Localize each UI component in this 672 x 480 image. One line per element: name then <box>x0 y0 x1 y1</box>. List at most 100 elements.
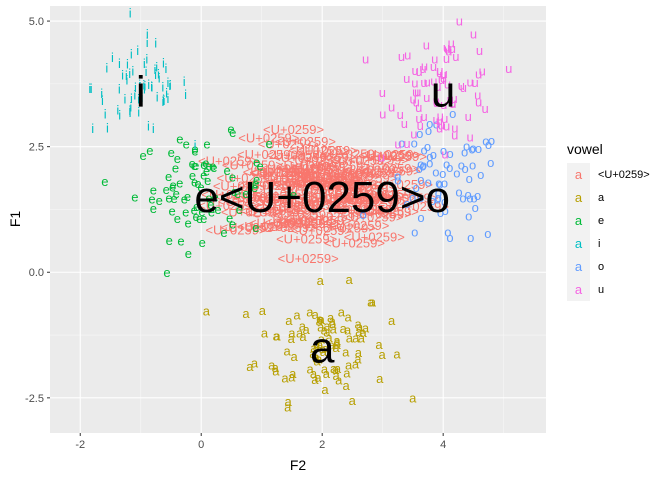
legend: vowel a <U+0259>a aa ea ia oa u <box>567 141 650 301</box>
data-point: <U+0259> <box>377 191 438 206</box>
data-point: a <box>272 364 280 379</box>
data-point: o <box>394 173 401 188</box>
data-point: <U+0259> <box>344 230 405 245</box>
data-point: i <box>125 68 128 83</box>
data-point: i <box>101 93 104 108</box>
data-point: i <box>134 80 137 95</box>
data-point: i <box>139 80 142 95</box>
data-point: o <box>477 167 484 182</box>
data-point: i <box>165 86 168 101</box>
data-point: i <box>140 84 143 99</box>
data-point: o <box>398 135 405 150</box>
data-point: u <box>419 61 426 76</box>
data-point: <U+0259> <box>265 175 326 190</box>
data-point: <U+0259> <box>335 191 396 206</box>
data-point: <U+0259> <box>276 213 337 228</box>
data-point: i <box>138 77 141 92</box>
data-point: o <box>424 139 431 154</box>
data-point: i <box>129 99 132 114</box>
data-point: i <box>130 91 133 106</box>
data-point: <U+0259> <box>283 169 344 184</box>
data-point: a <box>355 324 363 339</box>
data-point: u <box>417 118 424 133</box>
data-point: <U+0259> <box>315 220 376 235</box>
data-point: a <box>203 304 211 319</box>
data-point: i <box>147 119 150 134</box>
data-point: u <box>421 59 428 74</box>
data-point: a <box>359 325 367 340</box>
data-point: a <box>261 325 269 340</box>
data-point: u <box>458 78 465 93</box>
data-point: o <box>485 137 492 152</box>
y-tick-label: 0.0 <box>29 267 44 279</box>
data-point: e <box>139 148 146 163</box>
data-point: e <box>192 209 199 224</box>
data-point: a <box>242 306 250 321</box>
data-point: u <box>411 76 418 91</box>
data-point: i <box>126 56 129 71</box>
data-point: a <box>309 346 317 361</box>
data-point: a <box>318 331 326 346</box>
data-point: o <box>429 193 436 208</box>
data-point: u <box>444 77 451 92</box>
data-point: a <box>335 373 343 388</box>
data-point: e <box>168 145 175 160</box>
data-point: o <box>471 191 478 206</box>
data-point: a <box>352 356 360 371</box>
data-point: i <box>106 120 109 135</box>
data-point: i <box>146 27 149 42</box>
data-point: <U+0259> <box>309 195 370 210</box>
data-point: <U+0259> <box>292 159 353 174</box>
data-point: <U+0259> <box>291 223 352 238</box>
data-point: a <box>352 330 360 345</box>
data-point: <U+0259> <box>254 200 315 215</box>
data-point: <U+0259> <box>331 153 392 168</box>
data-point: <U+0259> <box>278 251 339 266</box>
data-point: <U+0259> <box>243 165 304 180</box>
data-point: u <box>445 44 452 59</box>
data-point: a <box>313 339 321 354</box>
data-point: o <box>455 184 462 199</box>
data-point: o <box>359 207 366 222</box>
data-point: e <box>150 183 157 198</box>
data-point: e <box>184 189 191 204</box>
data-point: u <box>424 75 431 90</box>
data-point: <U+0259> <box>335 182 396 197</box>
data-point: <U+0259> <box>296 190 357 205</box>
data-point: <U+0259> <box>278 161 339 176</box>
data-point: a <box>355 345 363 360</box>
data-point: e <box>266 136 273 151</box>
data-point: o <box>482 133 489 148</box>
data-point: o <box>474 188 481 203</box>
data-point: o <box>434 191 441 206</box>
data-point: i <box>118 81 121 96</box>
data-point: <U+0259> <box>221 220 282 235</box>
data-point: u <box>440 71 447 86</box>
data-point: <U+0259> <box>265 215 326 230</box>
data-point: <U+0259> <box>366 149 427 164</box>
data-point: <U+0259> <box>258 136 319 151</box>
data-point: a <box>345 358 353 373</box>
data-point: u <box>430 73 437 88</box>
data-point: <U+0259> <box>274 176 335 191</box>
data-point: e <box>169 180 176 195</box>
data-point: o <box>426 116 433 131</box>
data-point: <U+0259> <box>296 174 357 189</box>
data-point: <U+0259> <box>243 178 304 193</box>
data-point: <U+0259> <box>287 152 348 167</box>
data-point: e <box>208 205 215 220</box>
data-point: o <box>439 166 446 181</box>
data-point: e <box>176 176 183 191</box>
data-point: a <box>299 318 307 333</box>
data-point: a <box>376 371 384 386</box>
data-point: i <box>123 92 126 107</box>
data-point: e <box>229 217 236 232</box>
data-point: a <box>321 382 329 397</box>
data-point: i <box>156 89 159 104</box>
data-point: e <box>170 191 177 206</box>
legend-key-box <box>567 278 590 301</box>
data-point: e <box>253 172 260 187</box>
